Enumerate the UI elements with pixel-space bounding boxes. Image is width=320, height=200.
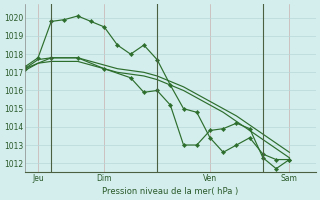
X-axis label: Pression niveau de la mer( hPa ): Pression niveau de la mer( hPa )	[102, 187, 238, 196]
